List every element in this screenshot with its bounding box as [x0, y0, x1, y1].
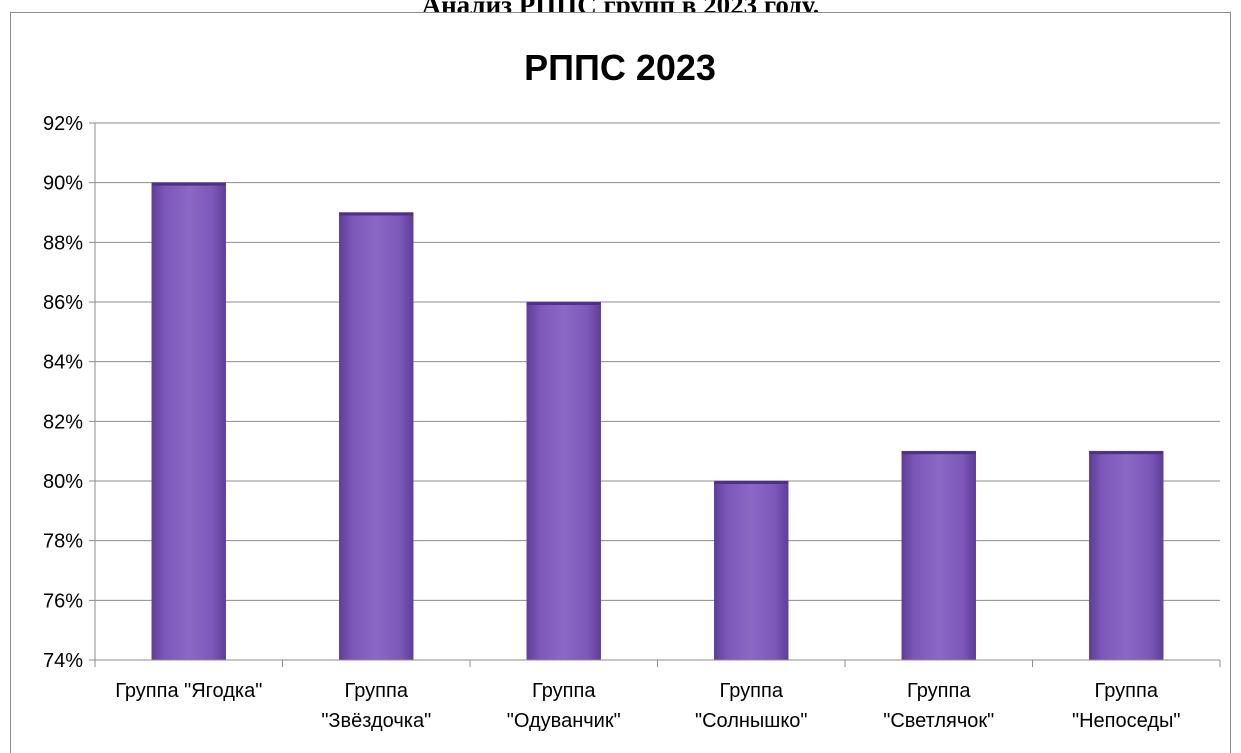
bar — [526, 301, 601, 661]
bar-top-edge — [901, 451, 976, 455]
y-tick-label: 86% — [43, 292, 83, 314]
y-tick-label: 84% — [43, 352, 83, 374]
x-tick-label: Группа "Непоседы" — [1072, 680, 1180, 732]
bar-top-edge — [526, 302, 601, 305]
x-tick-label: Группа "Ягодка" — [115, 680, 262, 702]
x-tick-label: Группа "Звёздочка" — [321, 680, 431, 732]
y-tick-label: 76% — [43, 590, 83, 612]
grid-layer — [89, 122, 1220, 661]
bar — [1089, 450, 1164, 661]
x-tick-label: Группа "Одуванчик" — [507, 680, 621, 732]
y-tick-label: 92% — [43, 113, 83, 135]
bar-top-edge — [714, 481, 789, 484]
y-tick-label: 82% — [43, 411, 83, 433]
bar-layer — [151, 182, 1164, 661]
y-tick-label: 90% — [43, 173, 83, 195]
x-tick-label: Группа "Солнышко" — [695, 680, 808, 732]
y-tick-label: 88% — [43, 232, 83, 254]
bar — [151, 182, 226, 661]
x-tick-label: Группа "Светлячок" — [883, 680, 994, 732]
chart-title: РППС 2023 — [524, 47, 716, 88]
y-tick-label: 74% — [43, 650, 83, 672]
bar-top-edge — [339, 212, 414, 216]
bar — [901, 450, 976, 661]
bar — [714, 480, 789, 661]
bar-top-edge — [1089, 451, 1164, 455]
bar-top-edge — [151, 182, 226, 186]
y-tick-label: 80% — [43, 471, 83, 493]
y-tick-label: 78% — [43, 531, 83, 553]
axis-layer: 74% 76% 78% 80% 82% 84% 86% 88% 90% 92% Группа "Яг… — [43, 113, 1221, 732]
bar — [339, 212, 414, 661]
